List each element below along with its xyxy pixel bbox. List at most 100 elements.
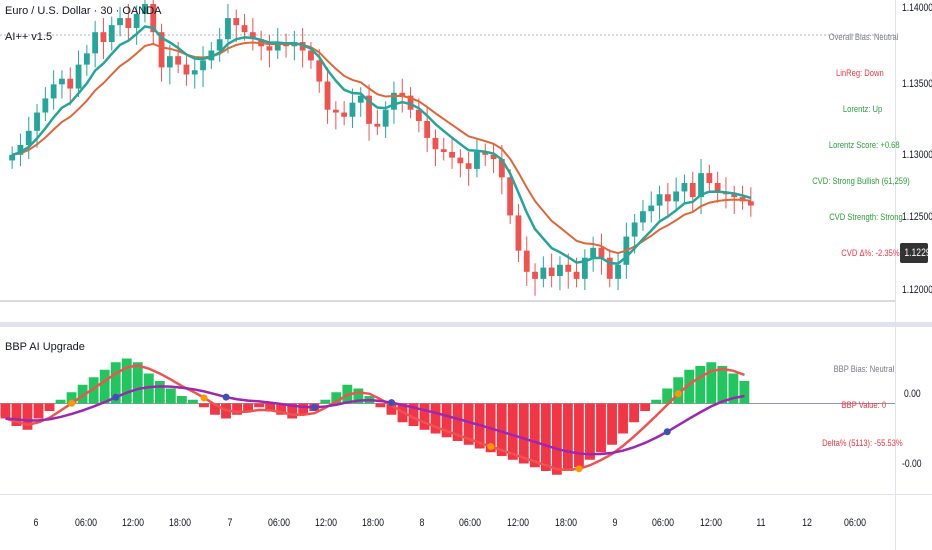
candle-body — [391, 92, 397, 110]
candle-body — [631, 222, 638, 237]
symbol-title[interactable]: Euro / U.S. Dollar · 30 · OANDA — [5, 5, 162, 17]
price-tick-label: 1.14000 — [902, 2, 932, 14]
histogram-bar — [706, 362, 717, 404]
candle-body — [83, 53, 90, 65]
pane-separator[interactable] — [0, 322, 932, 327]
candle-body — [366, 95, 372, 124]
oscillator-chart[interactable] — [0, 328, 932, 492]
candle-body — [125, 18, 132, 28]
histogram-bar — [265, 403, 276, 411]
histogram-bar — [66, 392, 77, 404]
time-tick-label: 06:00 — [458, 517, 482, 529]
candle-body — [432, 137, 439, 150]
candle-body — [100, 32, 107, 43]
candle-body — [17, 144, 24, 155]
histogram-bar — [540, 403, 551, 471]
cross-marker — [487, 443, 495, 451]
histogram-bar — [154, 381, 165, 404]
candle-body — [532, 271, 538, 279]
time-tick-label: 12:00 — [506, 517, 530, 529]
bbp-value-label: BBP Value: 0 — [841, 400, 887, 411]
candle-body — [581, 257, 588, 279]
candle-body — [241, 25, 248, 33]
candle-body — [515, 215, 522, 251]
cross-marker — [222, 393, 230, 401]
histogram-bar — [121, 358, 132, 404]
oscillator-title[interactable]: BBP AI Upgrade — [5, 341, 85, 353]
candle-body — [316, 60, 323, 82]
candle-body — [465, 163, 472, 169]
candle-body — [399, 92, 406, 96]
time-tick-label: 12:00 — [121, 517, 145, 529]
histogram-bar — [276, 403, 287, 415]
cvd-label: CVD: Strong Bullish (61,259) — [812, 176, 910, 187]
cvd-strength-label: CVD Strength: Strong — [829, 212, 903, 223]
candle-body — [731, 194, 738, 198]
candle-body — [9, 154, 16, 161]
candle-body — [191, 70, 198, 75]
price-chart[interactable] — [0, 0, 932, 320]
candle-body — [382, 109, 389, 127]
candle-body — [590, 247, 597, 258]
time-tick-label: 8 — [419, 517, 425, 529]
histogram-bar — [441, 403, 452, 438]
candle-body — [474, 152, 480, 169]
histogram-bar — [110, 362, 121, 404]
candle-body — [233, 18, 240, 26]
candle-body — [92, 32, 99, 54]
cross-marker — [388, 399, 396, 407]
candle-body — [150, 4, 157, 33]
candle-body — [183, 64, 190, 75]
histogram-bar — [77, 384, 88, 404]
candle-body — [673, 191, 680, 202]
candle-body — [216, 39, 223, 51]
candle-body — [449, 152, 455, 158]
indicator-title[interactable]: AI++ v1.5 — [5, 31, 53, 43]
candle-body — [523, 250, 530, 272]
candle-body — [606, 257, 613, 279]
histogram-bar — [353, 388, 364, 404]
time-axis[interactable]: 6 06:00 12:00 18:00 7 06:00 12:00 18:00 8 06:00 12… — [0, 500, 932, 550]
price-tick-label: 1.13000 — [902, 149, 932, 161]
histogram-bar — [607, 403, 617, 445]
cvd-change-label: CVD Δ%: -2.35% — [841, 248, 900, 259]
time-tick-label: 18:00 — [168, 517, 192, 529]
candle-body — [689, 183, 696, 198]
histogram-bar — [210, 403, 220, 415]
candle-body — [598, 247, 605, 258]
cross-marker — [674, 390, 682, 398]
time-tick-label: 12:00 — [314, 517, 338, 529]
candle-body — [332, 109, 339, 113]
candle-body — [557, 264, 563, 277]
histogram-bar — [563, 403, 573, 471]
histogram-bar — [143, 373, 154, 404]
candle-body — [615, 264, 621, 279]
histogram-bar — [507, 403, 518, 460]
histogram-bar — [529, 403, 540, 468]
candle-body — [664, 194, 671, 202]
histogram-bar — [717, 366, 728, 404]
candle-body — [166, 56, 173, 68]
histogram-bar — [298, 403, 309, 415]
current-price-tag: 1.12290 — [900, 243, 932, 263]
histogram-bar — [33, 403, 44, 419]
candle-body — [706, 173, 713, 184]
cross-marker — [663, 428, 671, 436]
histogram-bar — [0, 403, 11, 419]
histogram-bar — [375, 403, 386, 408]
candle-body — [415, 109, 422, 121]
histogram-bar — [408, 403, 419, 426]
candle-body — [407, 95, 414, 110]
main-price-pane[interactable]: Euro / U.S. Dollar · 30 · OANDA AI++ v1.… — [0, 0, 932, 320]
time-tick-label: 12:00 — [699, 517, 723, 529]
histogram-bar — [254, 403, 265, 408]
oscillator-pane[interactable]: BBP AI Upgrade BBP Bias: Neutral BBP Val… — [0, 328, 932, 492]
histogram-bar — [165, 388, 176, 404]
candle-body — [714, 183, 721, 192]
price-axis-border — [895, 0, 896, 550]
histogram-bar — [44, 403, 55, 411]
candle-body — [540, 267, 547, 279]
candle-body — [274, 42, 281, 51]
time-tick-label: 06:00 — [74, 517, 98, 529]
histogram-bar — [728, 373, 739, 404]
